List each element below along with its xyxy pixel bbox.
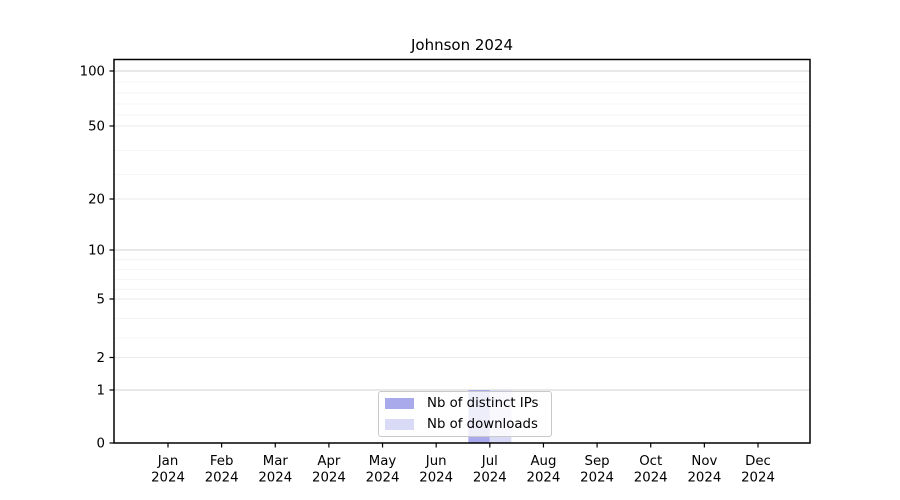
x-tick-label-year: 2024 (687, 471, 721, 486)
x-tick-label-month: Sep (585, 454, 610, 469)
x-tick-label-month: Oct (639, 454, 662, 469)
y-tick-label: 100 (80, 65, 105, 80)
legend-swatch-downloads (385, 419, 414, 430)
legend-box: Nb of distinct IPs Nb of downloads (378, 391, 552, 437)
legend-item-distinct-ips: Nb of distinct IPs (385, 395, 551, 412)
x-tick-label-year: 2024 (634, 471, 668, 486)
y-tick-label: 0 (97, 437, 105, 452)
x-tick-label-month: Dec (745, 454, 771, 469)
y-tick-label: 50 (88, 120, 105, 135)
x-tick-label-month: May (369, 454, 397, 469)
y-tick-label: 10 (88, 244, 105, 259)
x-tick-label-year: 2024 (527, 471, 561, 486)
x-tick-label-year: 2024 (473, 471, 507, 486)
x-tick-label-month: Apr (317, 454, 341, 469)
x-tick-label-year: 2024 (741, 471, 775, 486)
x-tick-label-year: 2024 (419, 471, 453, 486)
x-tick-label-month: Jan (157, 454, 179, 469)
x-tick-label-year: 2024 (580, 471, 614, 486)
y-tick-label: 5 (97, 293, 105, 308)
x-tick-label-year: 2024 (366, 471, 400, 486)
chart-title: Johnson 2024 (410, 36, 514, 54)
y-tick-label: 20 (88, 193, 105, 208)
legend-item-downloads: Nb of downloads (385, 416, 551, 433)
x-tick-label-month: Aug (530, 454, 556, 469)
x-tick-label-month: Jun (425, 454, 447, 469)
x-tick-label-month: Mar (263, 454, 289, 469)
x-tick-label-year: 2024 (205, 471, 239, 486)
x-tick-label-month: Feb (210, 454, 234, 469)
y-tick-label: 2 (97, 351, 105, 366)
y-tick-label: 1 (97, 384, 105, 399)
x-tick-label-year: 2024 (151, 471, 185, 486)
legend-swatch-distinct-ips (385, 398, 414, 409)
plot-border (113, 58, 811, 444)
legend-label: Nb of distinct IPs (427, 396, 539, 411)
x-tick-label-year: 2024 (312, 471, 346, 486)
x-tick-label-month: Jul (481, 454, 498, 469)
legend-label: Nb of downloads (427, 417, 538, 432)
x-tick-label-year: 2024 (258, 471, 292, 486)
x-tick-label-month: Nov (691, 454, 717, 469)
